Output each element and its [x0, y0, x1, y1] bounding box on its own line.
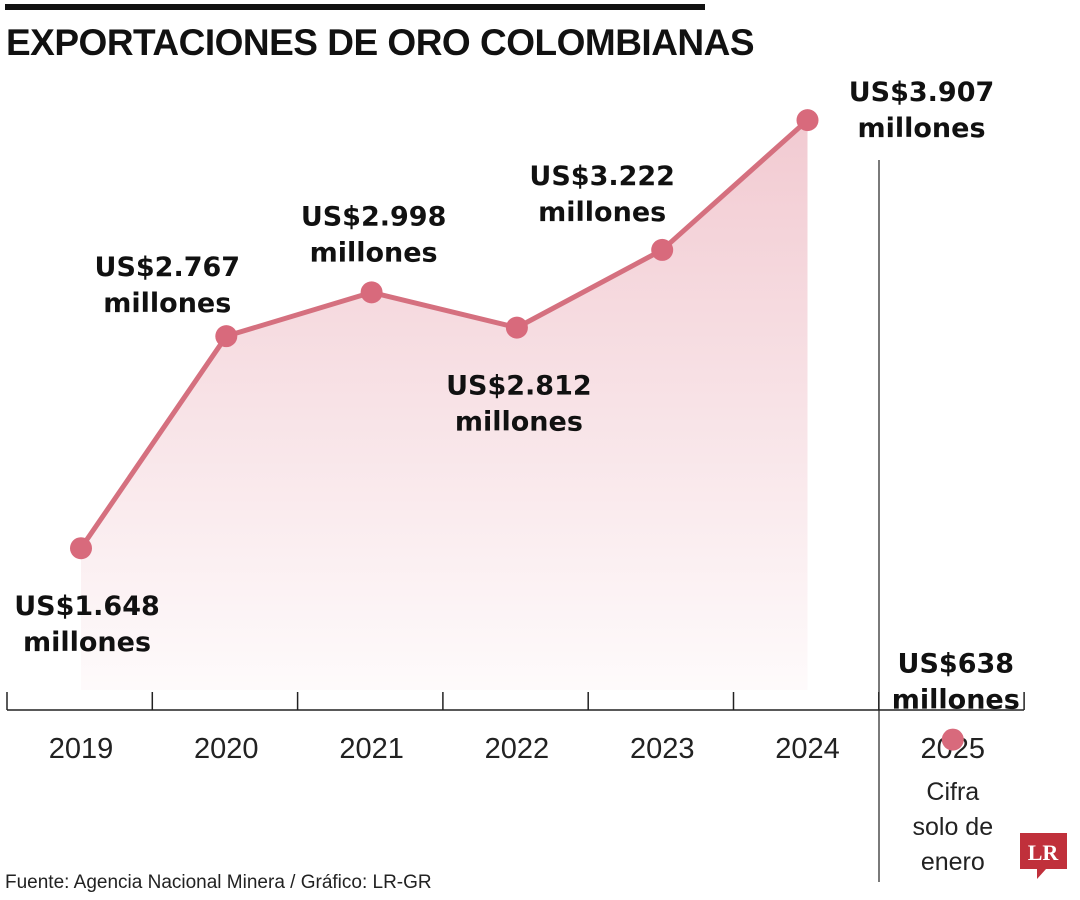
data-point	[651, 238, 674, 261]
data-point	[941, 728, 964, 751]
data-label-unit: millones	[103, 288, 231, 319]
series-line	[78, 117, 810, 551]
data-label-value: US$3.222	[529, 161, 675, 192]
area-fill	[81, 120, 808, 691]
data-point	[360, 281, 383, 304]
data-label-value: US$1.648	[14, 591, 160, 622]
lr-logo: LR	[1020, 833, 1067, 879]
x-tick-label: 2024	[775, 733, 840, 765]
x-annotation-line: enero	[921, 848, 985, 876]
data-point	[505, 316, 528, 339]
data-point	[70, 537, 92, 560]
x-annotation-line: solo de	[912, 813, 993, 841]
data-point	[215, 325, 238, 348]
x-tick-label: 2020	[194, 733, 259, 765]
x-tick-label: 2019	[49, 733, 114, 765]
x-tick-label: 2022	[485, 733, 550, 765]
data-label-unit: millones	[892, 685, 1020, 716]
source-note: Fuente: Agencia Nacional Minera / Gráfic…	[5, 872, 432, 893]
data-label-unit: millones	[538, 197, 666, 228]
data-label-unit: millones	[857, 113, 985, 144]
data-label-unit: millones	[455, 407, 583, 438]
top-rule	[5, 4, 705, 10]
svg-text:LR: LR	[1028, 840, 1060, 865]
x-tick-label: 2021	[339, 733, 404, 765]
data-label-value: US$3.907	[849, 77, 995, 108]
x-tick-label: 2023	[630, 733, 695, 765]
data-label-value: US$2.998	[301, 201, 447, 232]
x-annotation-line: Cifra	[926, 778, 979, 806]
data-label-value: US$2.812	[446, 371, 592, 402]
data-label-value: US$638	[898, 649, 1015, 680]
data-label-unit: millones	[310, 237, 438, 268]
data-label-unit: millones	[23, 627, 151, 658]
data-label-value: US$2.767	[95, 252, 241, 283]
chart-title: EXPORTACIONES DE ORO COLOMBIANAS	[6, 22, 755, 63]
data-point	[796, 109, 819, 132]
